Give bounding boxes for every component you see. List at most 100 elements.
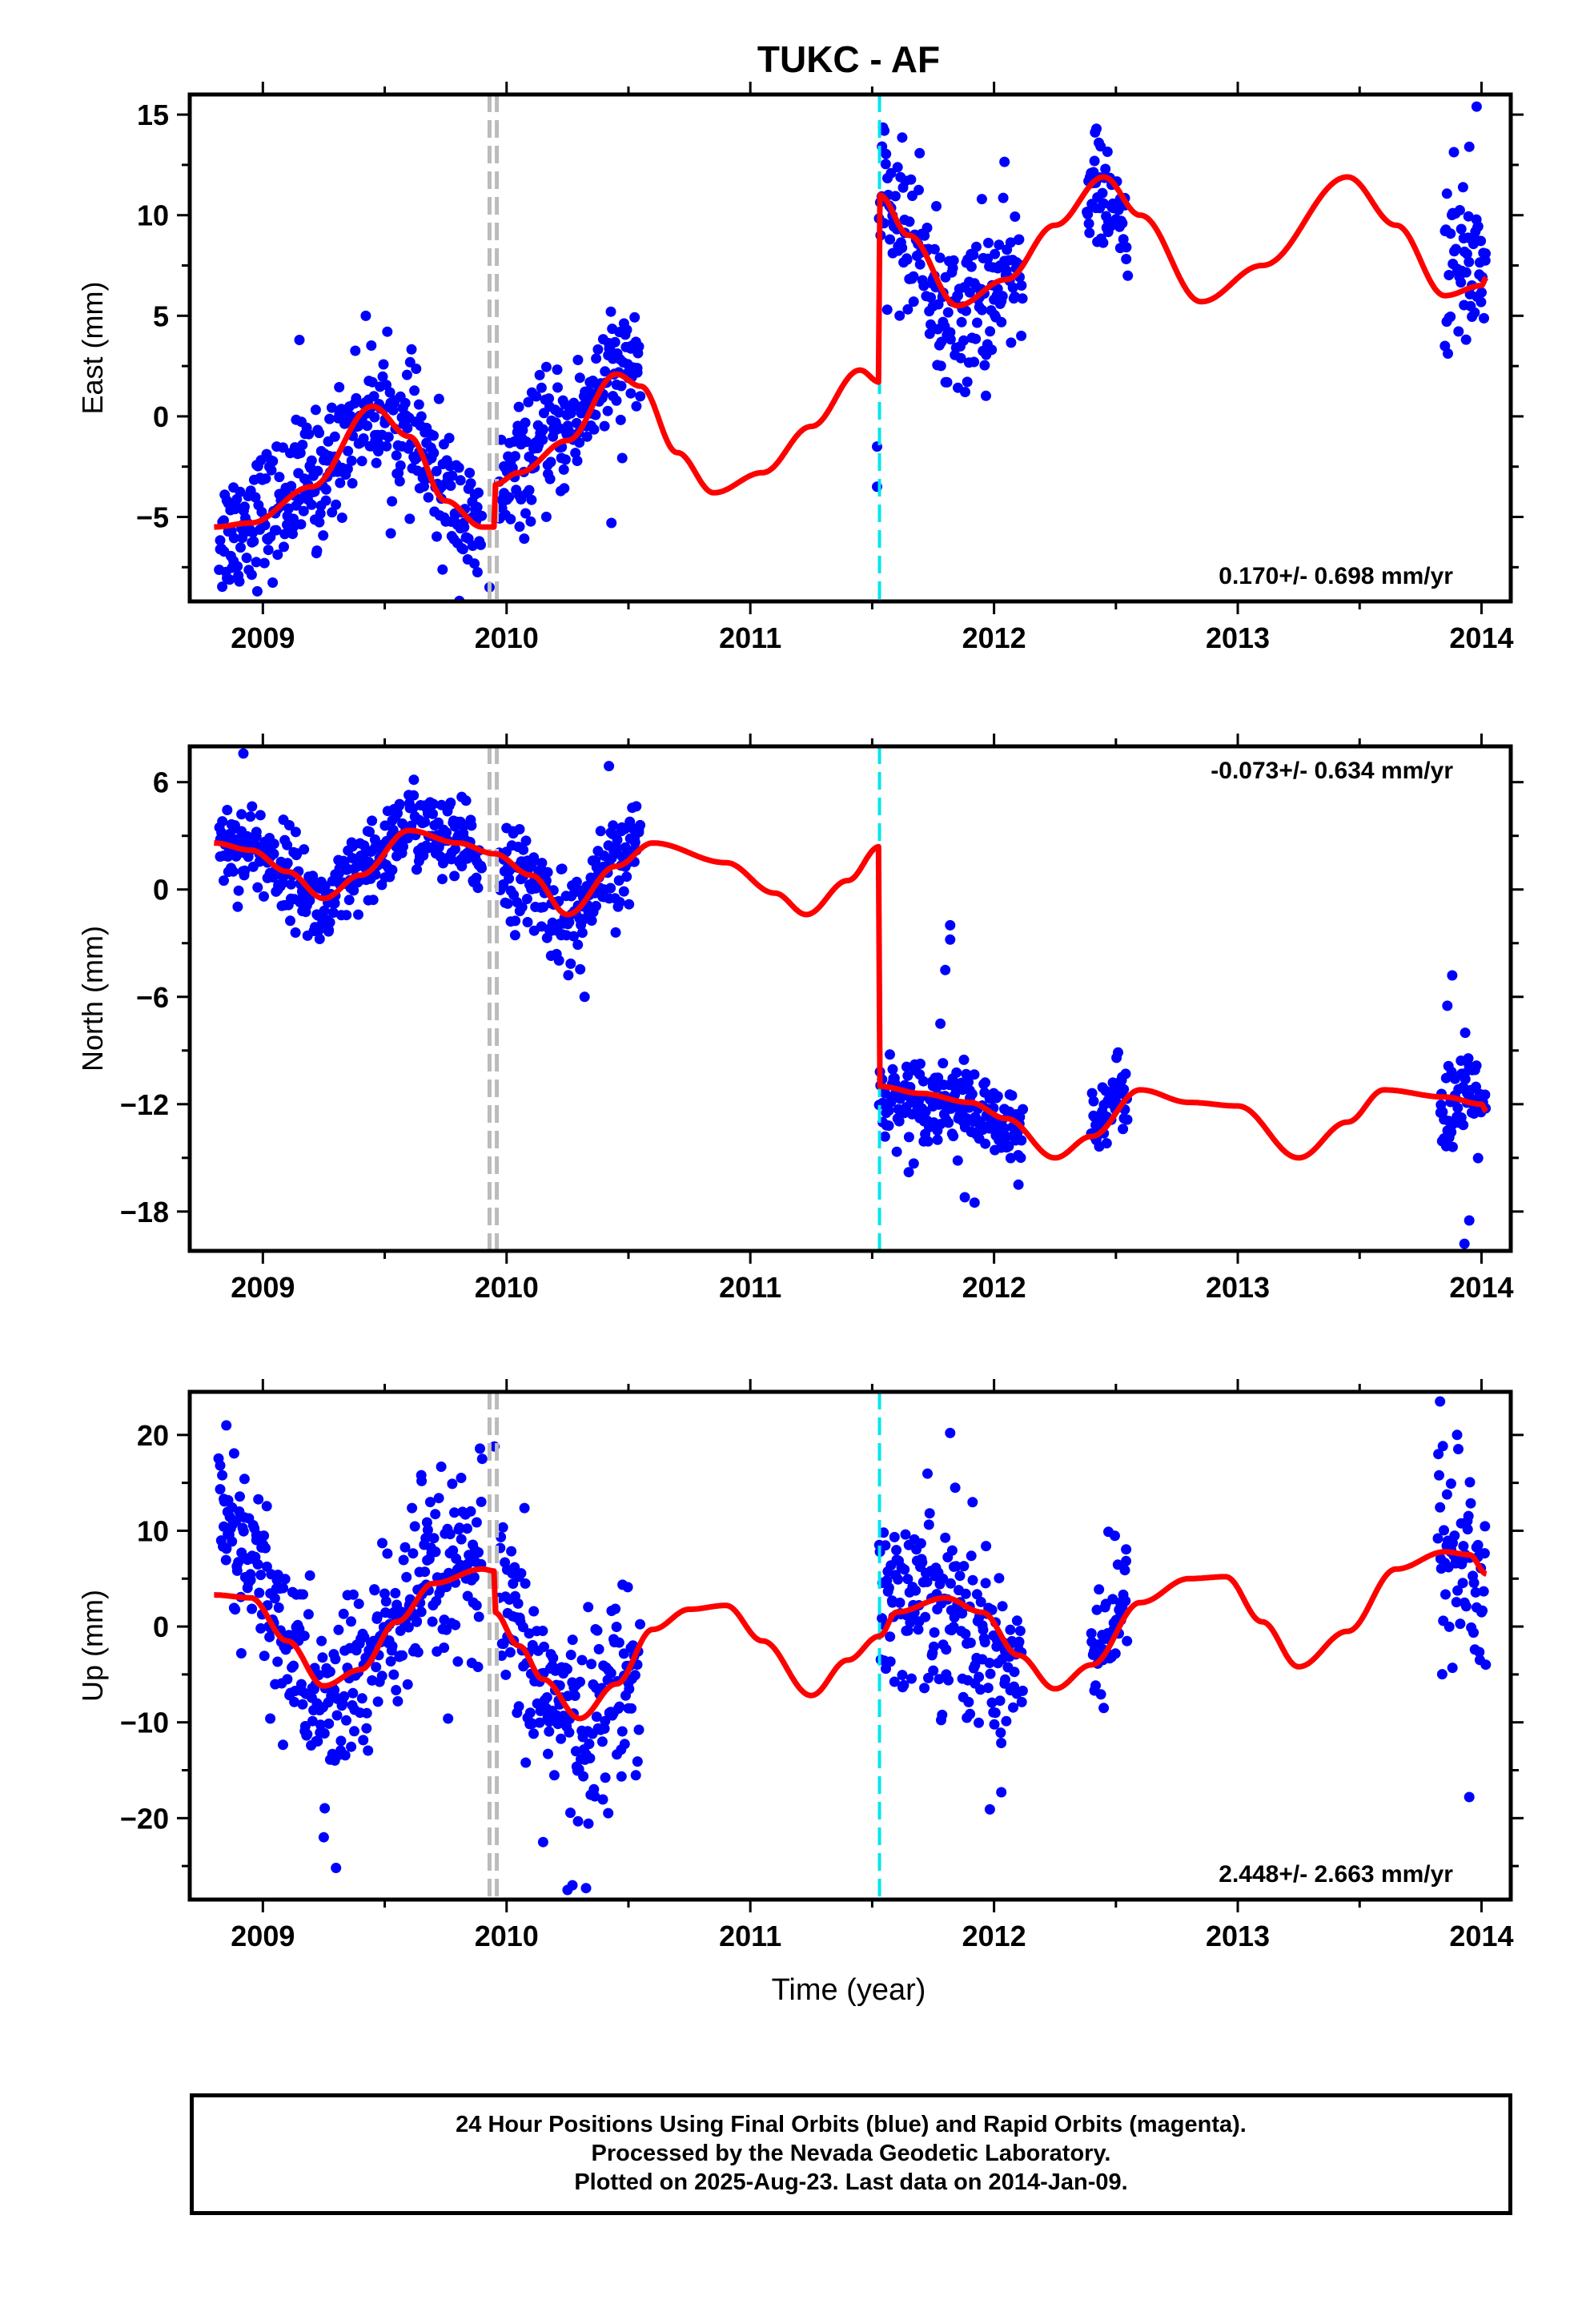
data-point: [437, 564, 448, 575]
data-point: [1480, 248, 1491, 259]
data-point: [462, 1523, 472, 1534]
data-point: [996, 1787, 1007, 1798]
data-point: [382, 1548, 393, 1559]
data-point: [1462, 1524, 1473, 1535]
data-point: [921, 223, 933, 233]
data-point: [578, 1771, 589, 1782]
data-point: [1016, 1135, 1027, 1146]
data-point: [290, 826, 301, 838]
data-point: [923, 1519, 934, 1530]
data-point: [286, 480, 297, 492]
data-point: [514, 824, 525, 834]
data-point: [902, 304, 913, 315]
data-point: [1464, 1477, 1476, 1488]
data-point: [960, 387, 970, 397]
data-point: [924, 1508, 935, 1519]
data-point: [545, 456, 556, 468]
data-point: [279, 541, 289, 553]
data-point: [619, 1739, 630, 1750]
data-point: [962, 376, 973, 388]
data-point: [879, 125, 890, 136]
data-point: [232, 561, 243, 572]
data-point: [239, 501, 250, 513]
data-point: [1452, 1585, 1464, 1596]
y-tick-label: −20: [120, 1802, 169, 1835]
data-point: [252, 882, 263, 893]
data-point: [1434, 1470, 1444, 1481]
data-point: [526, 494, 537, 505]
y-tick-label: −5: [136, 501, 169, 534]
data-point: [572, 1815, 584, 1827]
data-point: [631, 801, 642, 812]
data-point: [567, 1634, 578, 1646]
data-point: [908, 1158, 919, 1169]
data-point: [335, 1735, 347, 1747]
data-point: [924, 328, 935, 340]
data-point: [597, 1794, 608, 1805]
data-point: [965, 1637, 976, 1648]
data-point: [929, 1627, 940, 1638]
data-point: [1478, 1586, 1489, 1597]
data-point: [1119, 1565, 1130, 1576]
data-point: [969, 1197, 980, 1208]
data-point: [589, 1791, 600, 1802]
data-point: [889, 1531, 900, 1542]
data-point: [1102, 147, 1113, 157]
data-point: [885, 1049, 895, 1060]
data-point: [591, 353, 602, 364]
y-tick-label: −18: [120, 1196, 169, 1228]
data-point: [508, 1578, 519, 1589]
data-point: [1091, 1604, 1102, 1615]
data-point: [618, 886, 629, 897]
x-tick-label: 2011: [719, 1920, 781, 1952]
data-point: [558, 464, 569, 475]
data-point: [404, 513, 416, 525]
data-point: [901, 1061, 912, 1072]
data-point: [307, 870, 319, 882]
data-point: [376, 1671, 387, 1682]
data-point: [914, 259, 926, 270]
data-point: [346, 1616, 356, 1627]
data-point: [571, 417, 582, 428]
data-point: [254, 1587, 265, 1598]
data-point: [1001, 1715, 1012, 1727]
data-point: [980, 1578, 991, 1589]
data-point: [1464, 1791, 1475, 1803]
data-point: [947, 263, 958, 274]
data-point: [938, 1574, 949, 1584]
data-point: [1443, 270, 1455, 280]
data-point: [512, 1598, 524, 1609]
data-point: [959, 1192, 970, 1203]
data-point: [398, 1554, 409, 1566]
data-point: [570, 448, 581, 459]
data-point: [329, 1684, 340, 1695]
data-point: [903, 1132, 914, 1143]
data-point: [380, 1596, 391, 1607]
data-point: [556, 863, 568, 875]
data-point: [1011, 1615, 1022, 1626]
data-point: [253, 1494, 264, 1505]
data-point: [885, 1656, 896, 1667]
x-tick-label: 2012: [962, 1271, 1026, 1304]
data-point: [428, 448, 440, 459]
data-point: [403, 1622, 414, 1633]
data-point: [1479, 1548, 1490, 1559]
data-point: [363, 856, 375, 867]
data-point: [297, 1699, 308, 1710]
data-point: [502, 898, 513, 909]
data-point: [965, 1708, 976, 1719]
data-point: [224, 574, 235, 585]
data-point: [887, 1597, 898, 1608]
data-point: [592, 344, 604, 355]
y-tick-label: 0: [153, 400, 169, 433]
east-panel: 2009 2010 2011 2012 2013 2014 −5 0 5 10 15 East (mm…: [76, 82, 1524, 654]
data-point: [288, 1660, 299, 1671]
x-tick-label: 2012: [962, 621, 1026, 654]
data-point: [1014, 1636, 1025, 1647]
data-point: [883, 1120, 894, 1132]
data-point: [476, 862, 487, 874]
data-point: [616, 1726, 628, 1737]
data-point: [319, 1803, 331, 1814]
data-point: [274, 472, 285, 483]
data-point: [980, 1138, 991, 1149]
